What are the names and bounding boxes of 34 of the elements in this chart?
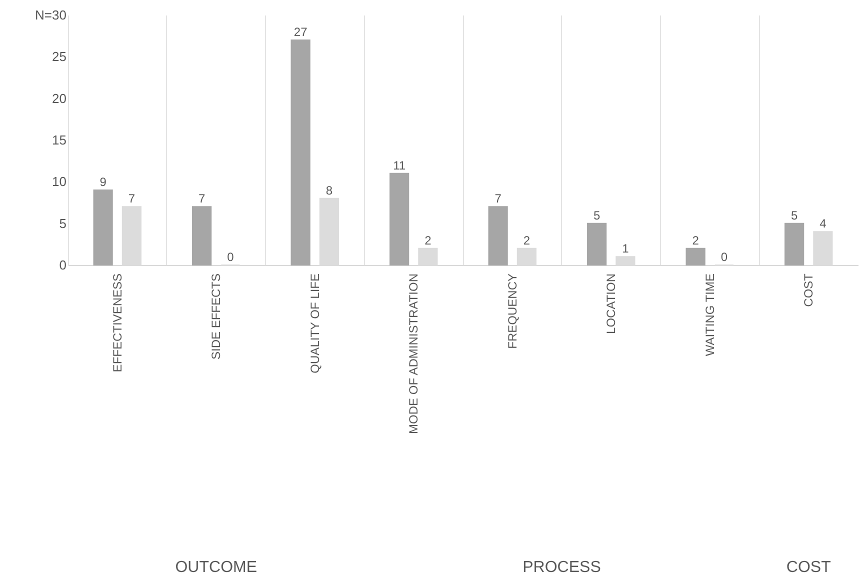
x-tick-label: COST (802, 272, 816, 307)
data-label: 9 (100, 175, 107, 189)
data-label: 11 (393, 158, 406, 172)
x-tick-label: LOCATION (604, 274, 618, 334)
y-tick-label: N=30 (35, 8, 66, 22)
x-tick-label: MODE OF ADMINISTRATION (406, 274, 421, 434)
x-tick-label: WAITING TIME (702, 274, 717, 356)
data-label: 5 (593, 208, 600, 222)
x-tick-label: EFFECTIVENESS (110, 274, 124, 372)
y-tick-label: 15 (52, 132, 66, 148)
text: PROCESS (522, 559, 601, 576)
y-tick-label: 10 (52, 174, 66, 190)
data-label: 7 (128, 192, 136, 206)
data-label: 27 (294, 25, 308, 39)
data-label: 8 (326, 183, 333, 198)
x-tick-label: QUALITY OF LIFE (308, 274, 322, 374)
data-label: 2 (424, 233, 432, 248)
y-tick-label: 0 (59, 258, 66, 272)
data-label: 7 (198, 192, 206, 206)
data-label: 1 (622, 242, 630, 256)
x-tick-label: SIDE EFFECTS (209, 274, 224, 360)
text: COST (786, 559, 832, 576)
y-tick-label: 5 (59, 216, 66, 231)
y-tick-label: 20 (52, 90, 66, 106)
x-tick-label: FREQUENCY (505, 274, 520, 349)
data-label: 2 (523, 233, 530, 248)
data-label: 0 (720, 250, 728, 264)
data-label: 0 (227, 250, 234, 264)
data-label: 7 (494, 192, 502, 206)
data-label: 2 (692, 233, 700, 248)
y-tick-label: 25 (52, 49, 66, 64)
data-label: 4 (820, 216, 827, 231)
data-label: 5 (790, 208, 798, 222)
text: OUTCOME (175, 559, 258, 576)
